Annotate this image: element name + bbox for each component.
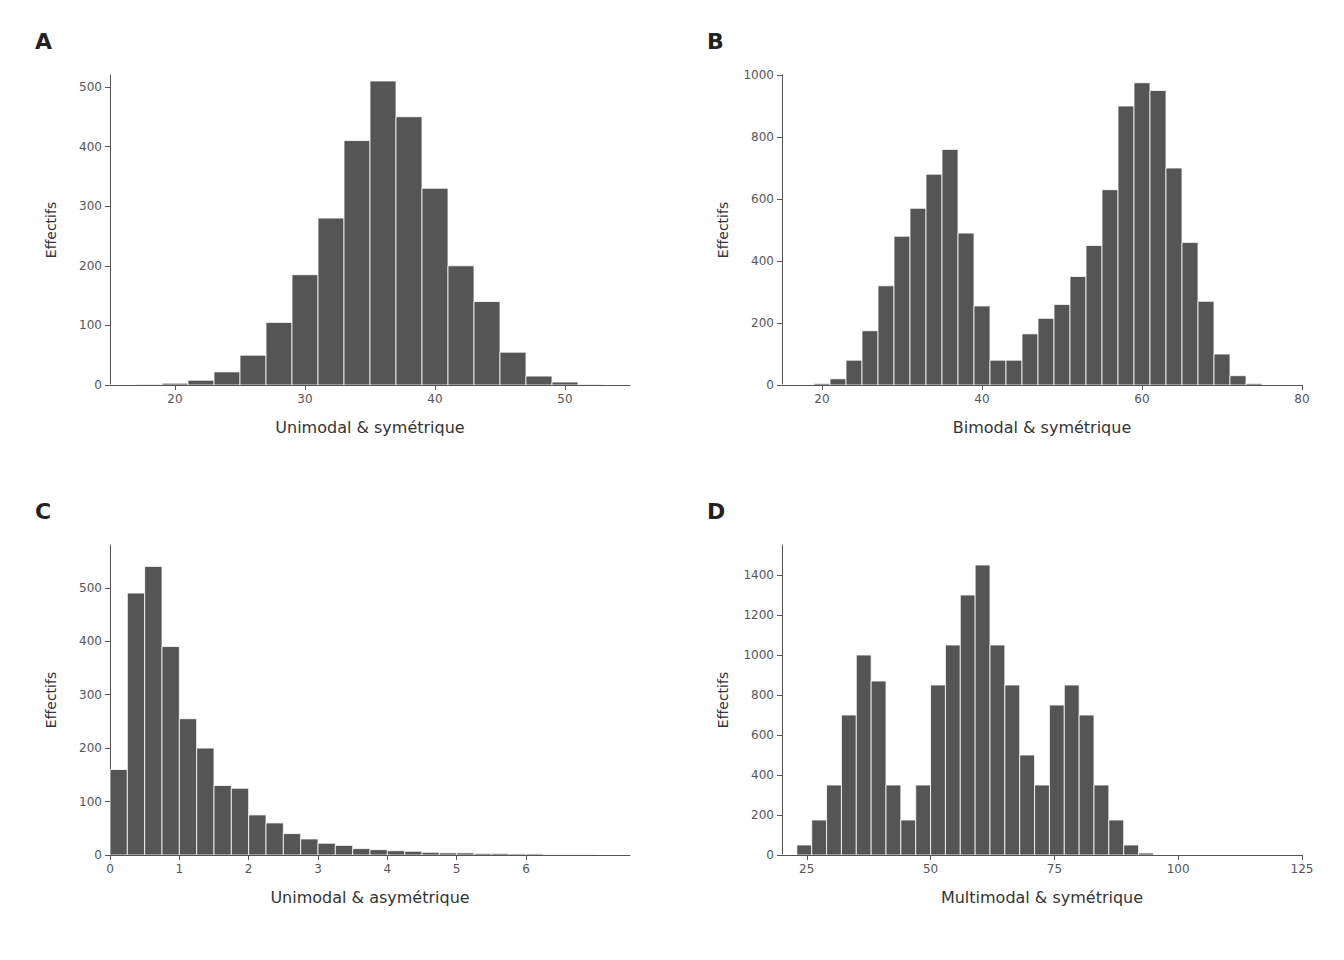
svg-text:0: 0 [94,848,102,862]
svg-text:4: 4 [384,862,392,876]
svg-text:800: 800 [751,688,774,702]
svg-text:Multimodal & symétrique: Multimodal & symétrique [941,888,1143,907]
svg-text:5: 5 [453,862,461,876]
svg-text:B: B [707,29,724,54]
svg-text:80: 80 [1294,392,1309,406]
svg-text:0: 0 [766,848,774,862]
svg-text:300: 300 [79,199,102,213]
svg-text:200: 200 [79,741,102,755]
svg-text:Unimodal & asymétrique: Unimodal & asymétrique [270,888,469,907]
svg-text:600: 600 [751,728,774,742]
svg-text:1000: 1000 [743,648,774,662]
svg-text:400: 400 [751,768,774,782]
svg-text:3: 3 [314,862,322,876]
svg-text:200: 200 [79,259,102,273]
svg-text:20: 20 [167,392,182,406]
svg-text:50: 50 [923,862,938,876]
svg-text:D: D [707,499,725,524]
svg-text:Bimodal & symétrique: Bimodal & symétrique [953,418,1132,437]
svg-text:Effectifs: Effectifs [43,202,59,258]
svg-text:400: 400 [751,254,774,268]
svg-text:1200: 1200 [743,608,774,622]
svg-text:0: 0 [106,862,114,876]
svg-text:2: 2 [245,862,253,876]
svg-text:Effectifs: Effectifs [715,672,731,728]
svg-text:Unimodal & symétrique: Unimodal & symétrique [275,418,464,437]
svg-text:800: 800 [751,130,774,144]
svg-text:500: 500 [79,80,102,94]
svg-text:100: 100 [79,318,102,332]
svg-text:500: 500 [79,581,102,595]
svg-text:1400: 1400 [743,568,774,582]
svg-text:125: 125 [1291,862,1314,876]
svg-text:60: 60 [1134,392,1149,406]
svg-text:400: 400 [79,140,102,154]
svg-text:Effectifs: Effectifs [715,202,731,258]
svg-text:100: 100 [79,795,102,809]
svg-text:100: 100 [1167,862,1190,876]
svg-text:400: 400 [79,634,102,648]
svg-text:6: 6 [522,862,530,876]
svg-text:40: 40 [974,392,989,406]
svg-text:0: 0 [94,378,102,392]
svg-text:0: 0 [766,378,774,392]
svg-text:50: 50 [557,392,572,406]
svg-text:1000: 1000 [743,68,774,82]
svg-text:75: 75 [1047,862,1062,876]
svg-text:25: 25 [799,862,814,876]
svg-text:20: 20 [814,392,829,406]
svg-text:A: A [35,29,52,54]
svg-text:C: C [35,499,51,524]
svg-text:600: 600 [751,192,774,206]
svg-text:200: 200 [751,808,774,822]
svg-text:200: 200 [751,316,774,330]
svg-text:30: 30 [297,392,312,406]
svg-text:1: 1 [176,862,184,876]
svg-text:40: 40 [427,392,442,406]
svg-text:300: 300 [79,688,102,702]
svg-text:Effectifs: Effectifs [43,672,59,728]
